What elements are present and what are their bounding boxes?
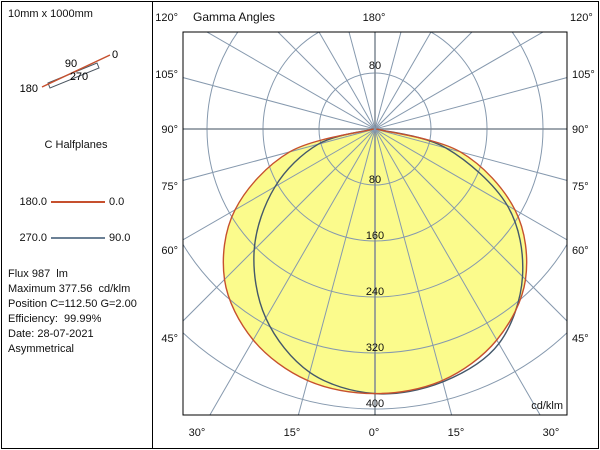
grid-gamma-ray <box>209 128 376 415</box>
gamma-angle-label: 15° <box>448 427 465 439</box>
luminaire-outline <box>47 62 100 89</box>
c0-c180-curve <box>222 128 528 395</box>
legend-entry-c270-c90: 270.0 90.0 <box>14 231 130 244</box>
grid-gamma-ray <box>374 128 567 322</box>
luminaire-orientation-sketch: 0 90 270 180 <box>20 49 118 95</box>
legend-right-label: 90.0 <box>109 231 131 244</box>
gamma-angle-label: 45° <box>572 333 589 345</box>
stat-flux: Flux 987 lm <box>8 268 68 280</box>
gamma-angle-label: 75° <box>572 181 589 193</box>
legend-right-label: 0.0 <box>109 195 125 208</box>
ring-value-label: 80 <box>369 60 381 72</box>
grid-gamma-ray <box>318 32 376 130</box>
grid-gamma-ray <box>374 32 432 130</box>
gamma-angle-label: 0° <box>369 427 380 439</box>
c90-angle-label: 90 <box>65 58 77 70</box>
chart-title: Gamma Angles <box>193 10 275 24</box>
ring-value-label: 240 <box>366 286 384 298</box>
gamma-angle-label: 45° <box>161 333 178 345</box>
grid-gamma-ray <box>183 128 376 322</box>
gamma-angle-label: 15° <box>284 427 301 439</box>
curves-group <box>222 128 528 395</box>
stat-efficiency: Efficiency: 99.99% <box>8 313 102 325</box>
stat-maximum: Maximum 377.56 cd/klm <box>8 283 131 295</box>
legend-line-sample <box>51 200 105 203</box>
ring-value-label: 80 <box>369 174 381 186</box>
unit-label: cd/klm <box>531 400 563 412</box>
legend-line-sample <box>51 236 105 239</box>
gamma-angle-label: 120° <box>570 12 593 24</box>
gamma-angle-label: 60° <box>572 245 589 257</box>
grid-gamma-ray <box>374 128 541 415</box>
grid-gamma-ray <box>183 77 376 130</box>
c-plane-axis-line <box>41 54 111 88</box>
ring-value-label: 160 <box>366 230 384 242</box>
plot-frame <box>182 31 568 416</box>
grid-gamma-ray <box>205 32 376 130</box>
grid-gamma-ray <box>374 32 402 130</box>
luminaire-size-label: 10mm x 1000mm <box>8 8 93 20</box>
stat-date: Date: 28-07-2021 <box>8 328 94 340</box>
c270-angle-label: 270 <box>70 71 88 83</box>
grid-gamma-ray <box>348 32 376 130</box>
c180-angle-label: 180 <box>20 83 38 95</box>
legend-left-label: 180.0 <box>19 195 47 208</box>
grid-gamma-ray <box>374 128 567 241</box>
gamma-angle-label: 120° <box>155 12 178 24</box>
gamma-angle-label: 75° <box>161 181 178 193</box>
c-halfplanes-legend-title: C Halfplanes <box>44 139 108 151</box>
gamma-angle-label: 105° <box>572 69 595 81</box>
gamma-angle-label: 30° <box>543 427 560 439</box>
ring-value-label: 400 <box>366 398 384 410</box>
gamma-angle-label: 90° <box>572 124 589 136</box>
gamma-angle-label: 180° <box>363 12 386 24</box>
gamma-angle-label: 105° <box>155 69 178 81</box>
grid-gamma-ray <box>374 32 473 130</box>
gamma-angle-label: 60° <box>161 245 178 257</box>
gamma-angle-label: 90° <box>161 124 178 136</box>
gamma-angle-label: 30° <box>189 427 206 439</box>
ring-value-label: 320 <box>366 342 384 354</box>
legend-left-label: 270.0 <box>19 231 47 244</box>
grid-gamma-ray <box>374 77 567 130</box>
c0-angle-label: 0 <box>112 49 118 61</box>
legend-entry-c180-c0: 180.0 0.0 <box>14 195 124 208</box>
stat-position: Position C=112.50 G=2.00 <box>8 298 137 310</box>
grid-gamma-ray <box>374 32 545 130</box>
stat-symmetry: Asymmetrical <box>8 343 75 355</box>
grid-gamma-ray <box>277 32 376 130</box>
grid-gamma-ray <box>183 128 376 241</box>
